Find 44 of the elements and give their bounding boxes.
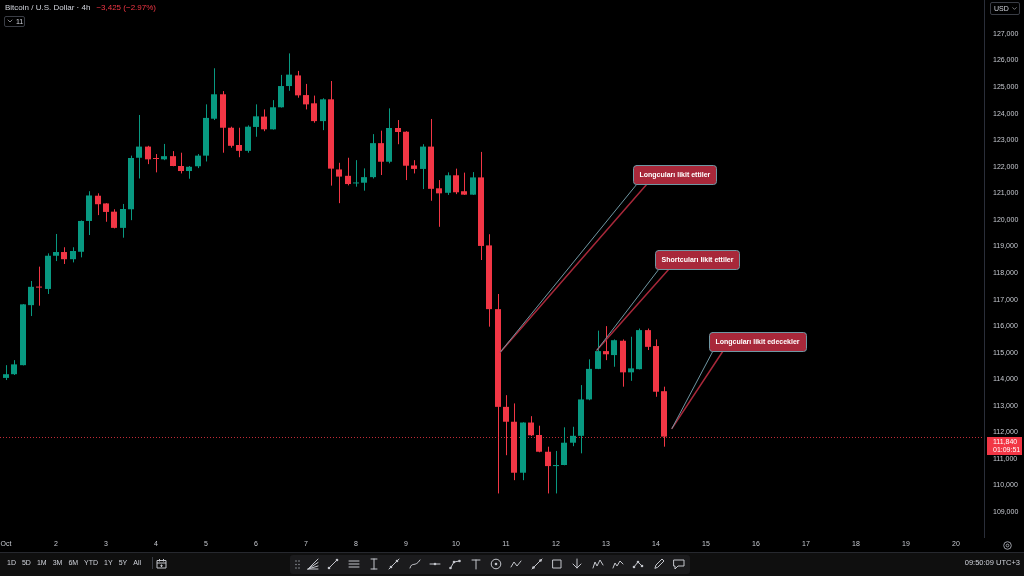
candlestick <box>261 108 267 132</box>
chart-title: Bitcoin / U.S. Dollar · 4h <box>5 3 91 12</box>
candlestick <box>53 233 59 262</box>
chart-subtitle: −3,425 (−2.97%) <box>96 3 156 12</box>
candlestick <box>645 328 651 351</box>
candlestick <box>103 202 109 223</box>
candlestick <box>561 426 567 466</box>
candlestick <box>145 145 151 165</box>
candlestick <box>28 280 34 317</box>
candlestick <box>120 203 126 239</box>
candlestick <box>628 336 634 382</box>
candlestick <box>361 167 367 192</box>
candlestick <box>286 52 292 92</box>
candlestick <box>570 426 576 447</box>
candlestick <box>95 192 101 216</box>
candlestick <box>36 266 42 307</box>
candlestick <box>236 127 242 158</box>
candlestick <box>445 171 451 196</box>
candlestick <box>303 83 309 110</box>
candlestick <box>595 330 601 370</box>
candlestick <box>295 70 301 99</box>
candlestick <box>353 159 359 188</box>
candlestick <box>378 130 384 176</box>
candlestick <box>311 95 317 124</box>
candlestick <box>320 97 326 131</box>
candlestick <box>553 450 559 494</box>
candlestick <box>178 152 184 174</box>
candlestick <box>278 74 284 109</box>
candlestick <box>228 126 234 149</box>
candlestick <box>436 179 442 228</box>
candlestick <box>270 99 276 131</box>
candlestick <box>136 114 142 179</box>
candlestick <box>395 119 401 145</box>
candlestick <box>470 171 476 196</box>
candlestick <box>603 325 609 361</box>
candlestick <box>153 153 159 173</box>
candlestick <box>461 172 467 196</box>
candlestick <box>611 338 617 368</box>
candlestick <box>345 157 351 186</box>
candlestick <box>420 143 426 190</box>
candlestick <box>336 162 342 204</box>
candlestick <box>545 446 551 494</box>
candlestick <box>453 168 459 195</box>
candlestick <box>253 103 259 138</box>
